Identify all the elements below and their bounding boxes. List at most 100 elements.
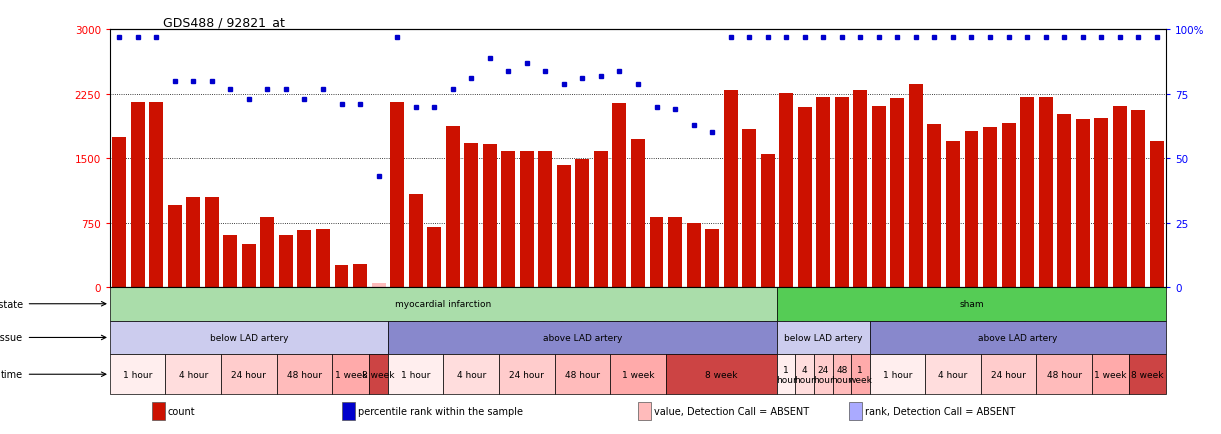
Bar bbox=[777, 287, 1166, 321]
Text: 48 hour: 48 hour bbox=[565, 370, 600, 379]
Bar bbox=[724, 90, 737, 287]
Bar bbox=[1150, 141, 1164, 287]
Bar bbox=[110, 355, 166, 394]
Text: 1 hour: 1 hour bbox=[400, 370, 430, 379]
Bar bbox=[575, 160, 590, 287]
Bar bbox=[388, 321, 777, 355]
Bar bbox=[502, 152, 515, 287]
Text: 4
hour: 4 hour bbox=[795, 365, 816, 384]
Bar bbox=[1076, 119, 1089, 287]
Bar bbox=[833, 355, 851, 394]
Bar bbox=[983, 128, 998, 287]
Bar bbox=[965, 132, 978, 287]
Bar bbox=[409, 195, 422, 287]
Bar bbox=[665, 355, 777, 394]
Text: sham: sham bbox=[960, 299, 984, 309]
Text: above LAD artery: above LAD artery bbox=[542, 333, 621, 342]
Text: 8 week: 8 week bbox=[1132, 370, 1164, 379]
Text: 48 hour: 48 hour bbox=[1046, 370, 1082, 379]
Text: 1
week: 1 week bbox=[849, 365, 872, 384]
Text: percentile rank within the sample: percentile rank within the sample bbox=[358, 406, 523, 416]
Bar bbox=[777, 355, 795, 394]
Text: disease state: disease state bbox=[0, 299, 23, 309]
Bar bbox=[388, 355, 443, 394]
Bar bbox=[928, 125, 941, 287]
Bar bbox=[668, 218, 683, 287]
Bar bbox=[797, 108, 812, 287]
Bar bbox=[650, 217, 663, 287]
Text: 48
hour: 48 hour bbox=[832, 365, 852, 384]
Bar bbox=[872, 107, 885, 287]
Bar bbox=[298, 231, 311, 287]
Bar bbox=[1092, 355, 1129, 394]
Bar bbox=[817, 98, 830, 287]
Text: count: count bbox=[168, 406, 195, 416]
Text: 4 hour: 4 hour bbox=[178, 370, 208, 379]
Bar bbox=[613, 104, 626, 287]
Text: tissue: tissue bbox=[0, 333, 23, 343]
Bar bbox=[427, 227, 441, 287]
Bar bbox=[850, 402, 862, 420]
Bar bbox=[277, 355, 332, 394]
Text: 1 hour: 1 hour bbox=[883, 370, 912, 379]
Bar bbox=[166, 355, 221, 394]
Bar bbox=[686, 223, 701, 287]
Bar bbox=[835, 98, 849, 287]
Bar bbox=[779, 94, 794, 287]
Text: 1 hour: 1 hour bbox=[123, 370, 153, 379]
Bar bbox=[814, 355, 833, 394]
Bar bbox=[908, 85, 923, 287]
Bar bbox=[112, 138, 126, 287]
Bar bbox=[851, 355, 869, 394]
Bar bbox=[1094, 118, 1109, 287]
Text: 24 hour: 24 hour bbox=[991, 370, 1026, 379]
Bar bbox=[446, 127, 459, 287]
Bar bbox=[1037, 355, 1092, 394]
Text: 48 hour: 48 hour bbox=[287, 370, 322, 379]
Bar bbox=[391, 103, 404, 287]
Bar bbox=[742, 130, 756, 287]
Bar bbox=[1020, 98, 1034, 287]
Bar bbox=[637, 402, 651, 420]
Bar bbox=[1001, 124, 1016, 287]
Bar bbox=[332, 355, 369, 394]
Bar bbox=[777, 321, 869, 355]
Bar bbox=[316, 229, 330, 287]
Bar bbox=[1112, 107, 1127, 287]
Bar bbox=[167, 206, 182, 287]
Text: 1 week: 1 week bbox=[621, 370, 654, 379]
Text: GDS488 / 92821_at: GDS488 / 92821_at bbox=[162, 16, 284, 29]
Text: below LAD artery: below LAD artery bbox=[784, 333, 862, 342]
Bar bbox=[110, 321, 388, 355]
Bar bbox=[205, 197, 219, 287]
Bar bbox=[149, 103, 164, 287]
Bar bbox=[110, 287, 777, 321]
Text: 4 hour: 4 hour bbox=[457, 370, 486, 379]
Bar bbox=[153, 402, 165, 420]
Bar bbox=[1129, 355, 1166, 394]
Bar bbox=[557, 166, 570, 287]
Bar bbox=[538, 152, 552, 287]
Bar bbox=[1057, 115, 1071, 287]
Bar bbox=[443, 355, 499, 394]
Bar bbox=[795, 355, 814, 394]
Text: 1 week: 1 week bbox=[335, 370, 368, 379]
Bar bbox=[342, 402, 355, 420]
Bar bbox=[223, 236, 237, 287]
Text: 4 hour: 4 hour bbox=[939, 370, 967, 379]
Bar bbox=[260, 217, 275, 287]
Text: myocardial infarction: myocardial infarction bbox=[396, 299, 492, 309]
Bar bbox=[706, 230, 719, 287]
Bar bbox=[353, 264, 368, 287]
Bar bbox=[1039, 98, 1053, 287]
Text: 24 hour: 24 hour bbox=[232, 370, 266, 379]
Bar bbox=[371, 283, 386, 287]
Bar bbox=[610, 355, 665, 394]
Bar bbox=[221, 355, 277, 394]
Text: below LAD artery: below LAD artery bbox=[210, 333, 288, 342]
Text: above LAD artery: above LAD artery bbox=[978, 333, 1057, 342]
Bar bbox=[369, 355, 388, 394]
Bar bbox=[335, 266, 348, 287]
Bar bbox=[853, 90, 867, 287]
Bar bbox=[131, 103, 144, 287]
